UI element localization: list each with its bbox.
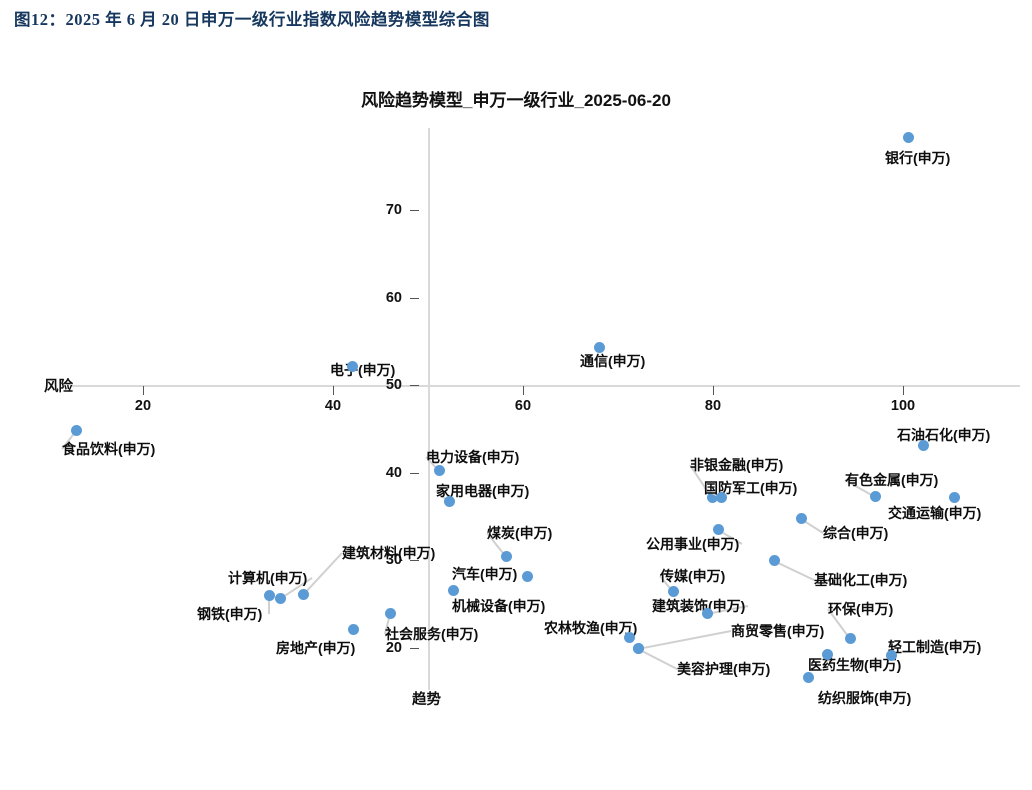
point-label: 银行(申万) (885, 150, 951, 166)
point-label: 电子(申万) (330, 362, 396, 378)
y-axis-title: 风险 (44, 379, 73, 395)
x-tick-label: 100 (890, 398, 916, 414)
scatter-point[interactable] (263, 589, 275, 601)
y-tick-mark (410, 472, 419, 474)
y-tick-label: 60 (385, 289, 402, 306)
point-label: 环保(申万) (828, 601, 894, 617)
point-label: 钢铁(申万) (197, 606, 263, 622)
point-label: 通信(申万) (580, 353, 646, 369)
x-tick-mark (523, 386, 524, 395)
x-tick-label: 40 (324, 398, 342, 414)
scatter-point[interactable] (443, 495, 455, 507)
x-tick-mark (333, 386, 334, 395)
chart-title: 风险趋势模型_申万一级行业_2025-06-20 (361, 91, 671, 110)
point-label: 机械设备(申万) (452, 598, 546, 614)
x-tick-label: 60 (514, 398, 532, 414)
scatter-point[interactable] (667, 585, 679, 597)
point-label: 基础化工(申万) (814, 572, 908, 588)
point-label: 社会服务(申万) (385, 626, 479, 642)
scatter-point[interactable] (347, 623, 359, 635)
point-label: 建筑材料(申万) (342, 545, 436, 561)
scatter-point[interactable] (706, 491, 718, 503)
point-label: 建筑装饰(申万) (652, 598, 746, 614)
point-label: 汽车(申万) (452, 566, 518, 582)
scatter-point[interactable] (948, 491, 960, 503)
y-tick-mark (410, 647, 419, 649)
point-label: 煤炭(申万) (487, 525, 553, 541)
point-label: 商贸零售(申万) (731, 623, 825, 639)
scatter-point[interactable] (869, 490, 881, 502)
x-tick-mark (713, 386, 714, 395)
y-tick-mark (410, 210, 419, 211)
scatter-point[interactable] (885, 649, 897, 661)
scatter-point[interactable] (433, 464, 445, 476)
point-label: 综合(申万) (823, 525, 889, 541)
x-tick-mark (143, 386, 144, 395)
point-label: 纺织服饰(申万) (818, 690, 912, 706)
scatter-point[interactable] (917, 439, 929, 451)
scatter-point[interactable] (712, 523, 724, 535)
scatter-point[interactable] (346, 360, 358, 372)
y-tick-label: 20 (385, 639, 402, 656)
point-label: 交通运输(申万) (888, 505, 982, 521)
y-axis-line (428, 128, 430, 690)
scatter-point[interactable] (70, 424, 82, 436)
label-leader-line (302, 552, 343, 596)
point-label: 有色金属(申万) (845, 472, 939, 488)
scatter-point[interactable] (844, 632, 856, 644)
y-tick-label: 40 (385, 464, 402, 481)
scatter-point[interactable] (701, 607, 713, 619)
scatter-point[interactable] (821, 648, 833, 660)
y-tick-mark (410, 297, 419, 299)
x-axis-title: 趋势 (412, 692, 441, 708)
point-label: 传媒(申万) (660, 568, 726, 584)
scatter-point[interactable] (632, 642, 644, 654)
scatter-point[interactable] (297, 588, 309, 600)
point-label: 轻工制造(申万) (888, 639, 982, 655)
scatter-point[interactable] (593, 341, 605, 353)
x-tick-label: 80 (704, 398, 722, 414)
point-label: 家用电器(申万) (436, 483, 530, 499)
point-label: 非银金融(申万) (690, 457, 784, 473)
y-tick-mark (410, 560, 419, 561)
scatter-point[interactable] (274, 592, 286, 604)
point-label: 房地产(申万) (276, 640, 356, 656)
scatter-point[interactable] (802, 671, 814, 683)
y-tick-label: 70 (385, 202, 402, 218)
point-label: 医药生物(申万) (808, 657, 902, 673)
scatter-point[interactable] (447, 584, 459, 596)
point-label: 公用事业(申万) (646, 536, 740, 552)
y-tick-label: 30 (385, 552, 402, 568)
scatter-point[interactable] (902, 131, 914, 143)
point-label: 国防军工(申万) (704, 480, 798, 496)
scatter-point[interactable] (795, 512, 807, 524)
point-label: 石油石化(申万) (897, 427, 991, 443)
point-label: 农林牧渔(申万) (544, 620, 638, 636)
point-label: 美容护理(申万) (677, 661, 771, 677)
label-leader-line (637, 648, 678, 670)
scatter-point[interactable] (715, 491, 727, 503)
scatter-point[interactable] (521, 570, 533, 582)
x-tick-mark (903, 386, 904, 395)
label-leader-line (637, 630, 732, 650)
scatter-point[interactable] (384, 607, 396, 619)
y-tick-label: 50 (385, 377, 402, 393)
point-label: 电力设备(申万) (426, 449, 520, 465)
x-tick-label: 20 (134, 398, 152, 414)
point-label: 食品饮料(申万) (62, 441, 156, 457)
x-axis-line (72, 385, 1020, 387)
scatter-point[interactable] (768, 554, 780, 566)
label-leader-line (773, 560, 815, 581)
scatter-point[interactable] (500, 550, 512, 562)
figure-caption: 图12：2025 年 6 月 20 日申万一级行业指数风险趋势模型综合图 (14, 10, 490, 29)
scatter-point[interactable] (623, 631, 635, 643)
point-label: 计算机(申万) (228, 570, 308, 586)
y-tick-mark (410, 385, 419, 386)
